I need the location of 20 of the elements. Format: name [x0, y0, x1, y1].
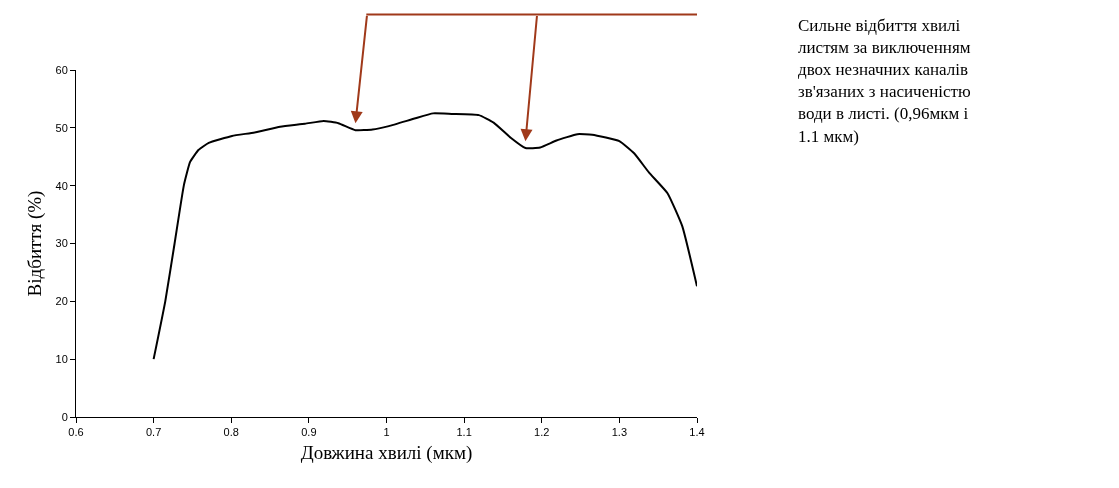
x-tick-label: 1.4	[689, 426, 705, 439]
y-axis-title: Відбиття (%)	[24, 190, 47, 297]
x-tick-label: 0.6	[68, 426, 84, 439]
text: Сильне відбиття хвилі листям за виключенням двох незначних каналів зв'язаних з насиченістю води в листі. (0,96мкм і 1.1 мкм)	[798, 16, 971, 146]
y-tick-label: 40	[55, 179, 68, 192]
x-tick-label: 0.7	[145, 426, 162, 439]
x-tick-label: 1.2	[534, 426, 550, 439]
line-series	[152, 112, 697, 361]
y-tick-label: 10	[55, 353, 68, 366]
y-tick-label: 30	[55, 237, 68, 250]
x-tick-label: 1	[383, 426, 390, 439]
y-tick-label: 20	[55, 295, 68, 308]
y-tick-label: 50	[55, 121, 68, 134]
y-tick-label: 60	[55, 63, 68, 76]
x-tick-label: 1.1	[456, 426, 472, 439]
y-tick-label: 0	[61, 410, 68, 423]
x-axis-title: Довжина хвилі (мкм)	[300, 442, 473, 464]
x-tick-label: 0.9	[301, 426, 317, 439]
x-tick-label: 0.8	[223, 426, 239, 439]
x-tick-label: 1.3	[611, 426, 628, 439]
